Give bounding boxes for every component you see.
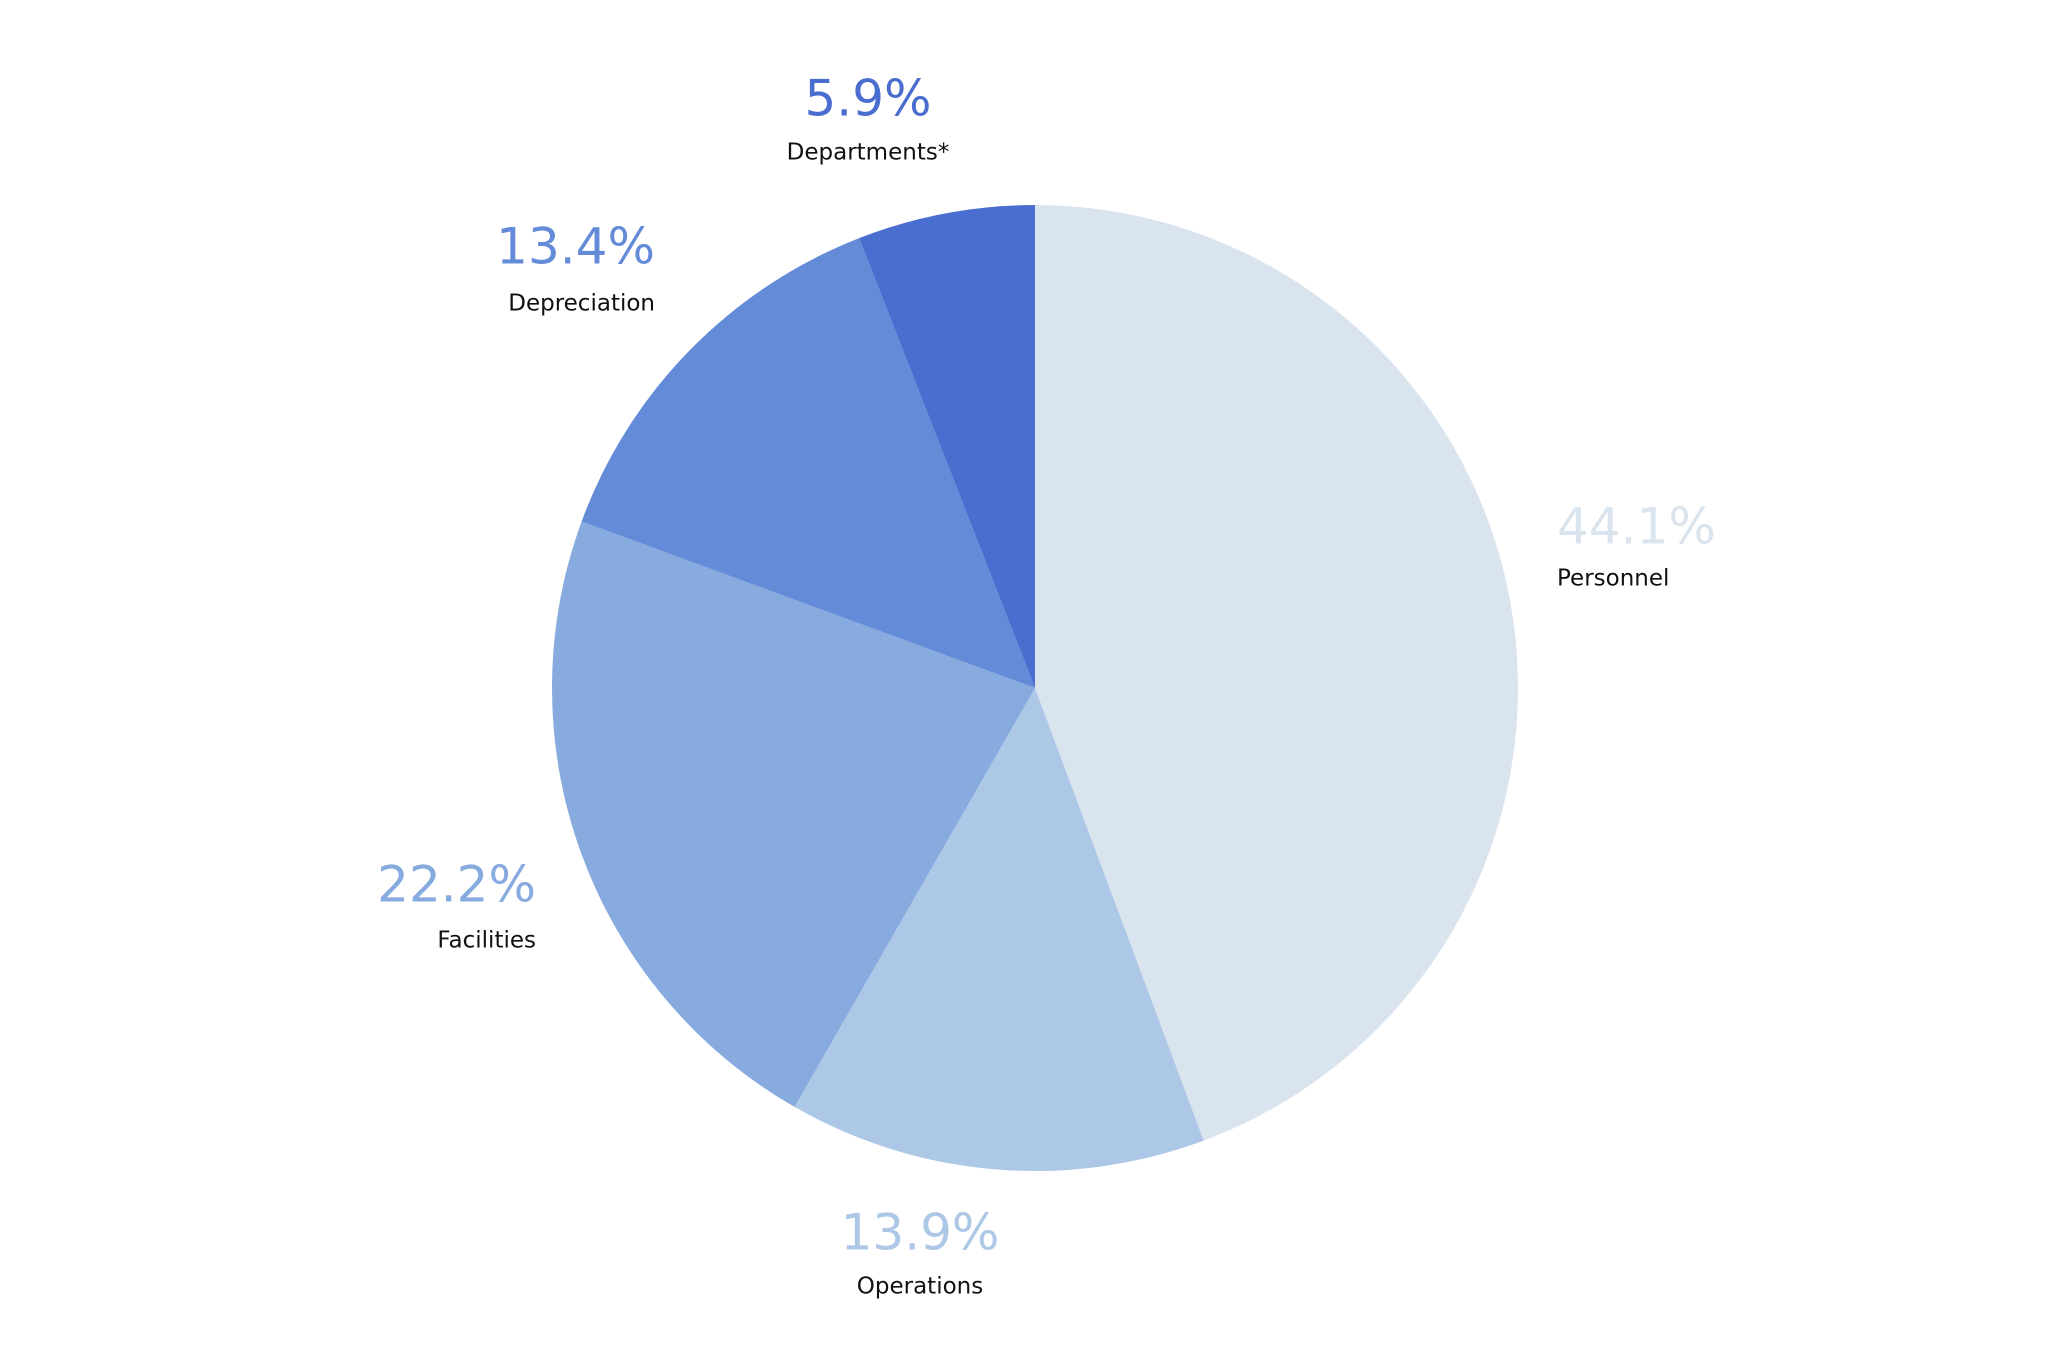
value-label: 13.9% bbox=[841, 1204, 1000, 1262]
category-label: Operations bbox=[857, 1274, 983, 1300]
pie-slice bbox=[552, 521, 1035, 1107]
category-label: Personnel bbox=[1557, 566, 1669, 592]
value-label: 13.4% bbox=[496, 218, 655, 276]
pie-slice bbox=[581, 238, 1035, 688]
category-label: Depreciation bbox=[508, 291, 655, 317]
value-label: 44.1% bbox=[1557, 498, 1716, 556]
pie-slice bbox=[859, 205, 1035, 688]
value-label: 5.9% bbox=[804, 70, 931, 128]
category-label: Departments* bbox=[787, 140, 950, 166]
pie-slice bbox=[794, 688, 1204, 1171]
pie-slice bbox=[1035, 205, 1518, 1141]
category-label: Facilities bbox=[437, 928, 536, 954]
value-label: 22.2% bbox=[377, 856, 536, 914]
